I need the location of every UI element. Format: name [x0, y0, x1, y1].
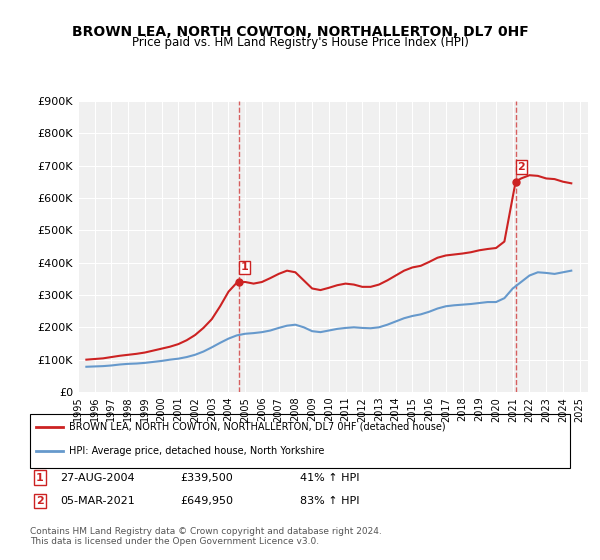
Text: £649,950: £649,950: [180, 496, 233, 506]
Text: Price paid vs. HM Land Registry's House Price Index (HPI): Price paid vs. HM Land Registry's House …: [131, 36, 469, 49]
Text: 27-AUG-2004: 27-AUG-2004: [60, 473, 134, 483]
Text: BROWN LEA, NORTH COWTON, NORTHALLERTON, DL7 0HF: BROWN LEA, NORTH COWTON, NORTHALLERTON, …: [71, 25, 529, 39]
Text: 41% ↑ HPI: 41% ↑ HPI: [300, 473, 359, 483]
Text: 05-MAR-2021: 05-MAR-2021: [60, 496, 135, 506]
Text: HPI: Average price, detached house, North Yorkshire: HPI: Average price, detached house, Nort…: [69, 446, 325, 456]
Text: 2: 2: [517, 162, 525, 172]
Text: Contains HM Land Registry data © Crown copyright and database right 2024.
This d: Contains HM Land Registry data © Crown c…: [30, 526, 382, 546]
Text: 1: 1: [241, 263, 249, 273]
Text: 83% ↑ HPI: 83% ↑ HPI: [300, 496, 359, 506]
Text: 1: 1: [36, 473, 44, 483]
Text: 2: 2: [36, 496, 44, 506]
Text: BROWN LEA, NORTH COWTON, NORTHALLERTON, DL7 0HF (detached house): BROWN LEA, NORTH COWTON, NORTHALLERTON, …: [69, 422, 446, 432]
Text: £339,500: £339,500: [180, 473, 233, 483]
